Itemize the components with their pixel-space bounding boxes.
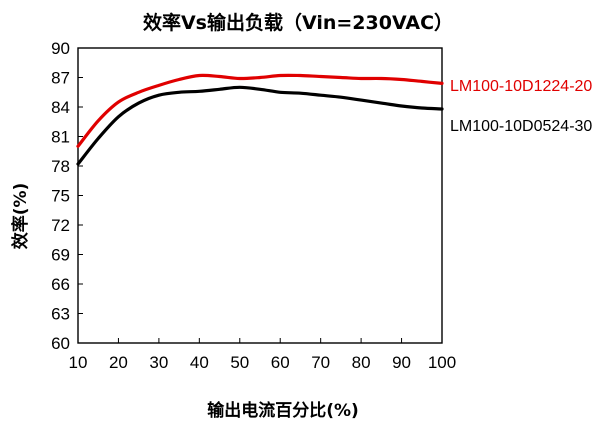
y-tick-label: 66 [51, 275, 70, 294]
y-tick-label: 63 [51, 305, 70, 324]
x-tick-label: 60 [271, 353, 290, 372]
y-axis-ticks: 60 63 66 69 72 75 78 81 84 87 90 [51, 39, 83, 353]
x-tick-label: 90 [392, 353, 411, 372]
x-axis-ticks: 10 20 30 40 50 60 70 80 90 100 [69, 338, 456, 372]
y-tick-label: 84 [51, 98, 70, 117]
series-line-0 [76, 73, 444, 148]
x-tick-label: 30 [149, 353, 168, 372]
y-tick-label: 75 [51, 187, 70, 206]
x-tick-label: 70 [311, 353, 330, 372]
plot-frame [77, 47, 443, 344]
chart-title: 效率Vs输出负载（Vin=230VAC） [143, 11, 453, 34]
series-lines [76, 73, 444, 166]
y-tick-label: 87 [51, 69, 70, 88]
x-tick-label: 20 [109, 353, 128, 372]
y-tick-label: 81 [51, 128, 70, 147]
series-line-1 [76, 85, 444, 166]
plot-border [77, 47, 443, 344]
y-tick-label: 72 [51, 216, 70, 235]
y-tick-label: 90 [51, 39, 70, 58]
x-tick-label: 40 [190, 353, 209, 372]
x-tick-label: 80 [352, 353, 371, 372]
y-axis-label: 效率(%) [10, 183, 31, 250]
legend: LM100-10D1224-20 LM100-10D0524-30 [450, 78, 592, 135]
x-axis-label: 输出电流百分比(%) [207, 400, 359, 421]
x-tick-label: 100 [428, 353, 456, 372]
y-tick-label: 60 [51, 334, 70, 353]
x-tick-label: 50 [230, 353, 249, 372]
y-tick-label: 69 [51, 246, 70, 265]
y-tick-label: 78 [51, 157, 70, 176]
legend-label-0: LM100-10D1224-20 [450, 78, 592, 95]
x-tick-label: 10 [69, 353, 88, 372]
legend-label-1: LM100-10D0524-30 [450, 118, 592, 135]
